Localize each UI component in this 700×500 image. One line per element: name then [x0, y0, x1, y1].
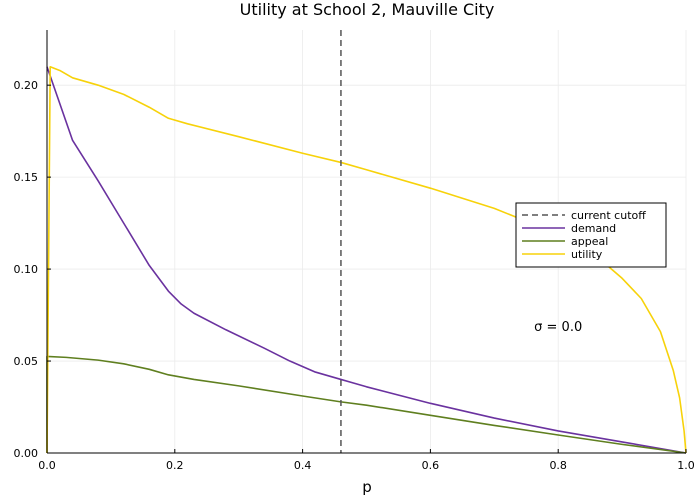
y-tick-label-3: 0.15 — [14, 171, 39, 184]
legend-label-current-cutoff: current cutoff — [571, 209, 646, 222]
y-tick-label-1: 0.05 — [14, 355, 39, 368]
x-tick-label-5: 1.0 — [677, 459, 695, 472]
series-layer — [46, 65, 687, 454]
axes — [46, 30, 686, 454]
series-line-appeal — [46, 355, 687, 454]
chart-title: Utility at School 2, Mauville City — [240, 0, 495, 19]
x-axis-label: p — [362, 478, 372, 496]
legend-label-demand: demand — [571, 222, 616, 235]
y-tick-label-2: 0.10 — [14, 263, 39, 276]
grid — [46, 30, 687, 454]
sigma-annotation: σ = 0.0 — [534, 320, 582, 335]
y-tick-label-4: 0.20 — [14, 79, 39, 92]
x-tick-label-4: 0.8 — [549, 459, 567, 472]
legend: current cutoff demand appeal utility — [515, 202, 667, 268]
legend-label-appeal: appeal — [571, 235, 608, 248]
x-tick-label-3: 0.6 — [422, 459, 440, 472]
x-tick-label-1: 0.2 — [166, 459, 184, 472]
legend-label-utility: utility — [571, 248, 603, 261]
x-tick-label-2: 0.4 — [294, 459, 312, 472]
tick-labels: 0.0 0.2 0.4 0.6 0.8 1.0 0.00 0.05 0.10 0.15 0.20 — [14, 79, 695, 472]
series-line-demand — [46, 66, 687, 454]
series-line-utility — [46, 65, 687, 454]
x-tick-label-0: 0.0 — [38, 459, 56, 472]
y-tick-label-0: 0.00 — [14, 447, 39, 460]
legend-box — [515, 202, 667, 268]
